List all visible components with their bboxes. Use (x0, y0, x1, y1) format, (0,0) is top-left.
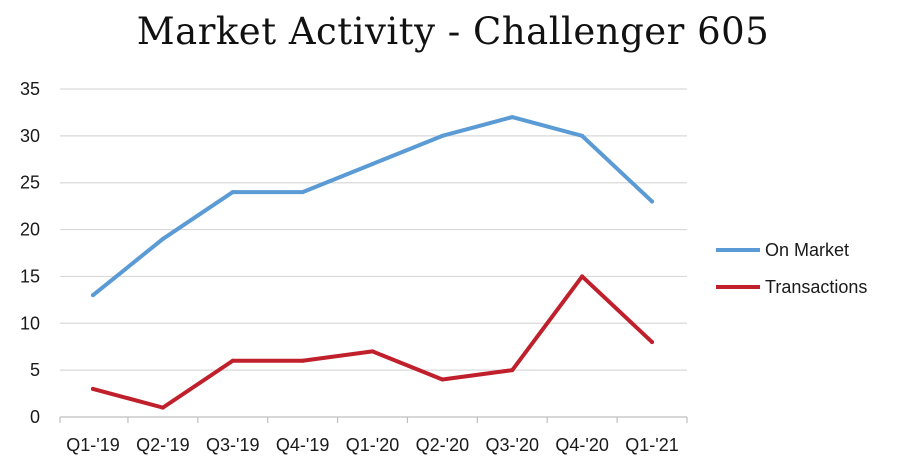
y-tick-label: 20 (20, 220, 40, 240)
data-point (650, 199, 654, 204)
x-tick-label: Q4-'19 (276, 435, 329, 455)
data-point (370, 161, 375, 166)
chart-title: Market Activity - Challenger 605 (136, 10, 770, 53)
series-transactions (91, 274, 654, 410)
data-point (91, 386, 95, 391)
y-tick-label: 30 (20, 126, 40, 146)
gridlines (60, 88, 687, 418)
data-point (230, 358, 235, 363)
y-tick-label: 5 (30, 360, 40, 380)
data-point (160, 405, 165, 410)
data-point (580, 133, 585, 138)
series-lines (91, 115, 654, 410)
x-tick-label: Q3-'20 (486, 435, 539, 455)
x-tick-label: Q1-'19 (66, 435, 119, 455)
x-tick-label: Q1-'21 (625, 435, 678, 455)
x-tick-label: Q3-'19 (206, 435, 259, 455)
series-line (91, 274, 654, 410)
x-tick-label: Q1-'20 (346, 435, 399, 455)
data-point (300, 358, 305, 363)
legend-label: Transactions (765, 277, 867, 297)
legend: On Market Transactions (716, 240, 867, 297)
y-tick-label: 35 (20, 79, 40, 99)
data-point (300, 190, 305, 195)
y-tick-label: 0 (30, 407, 40, 427)
data-point (510, 115, 515, 120)
data-point (160, 236, 165, 241)
data-point (580, 274, 585, 279)
series-on-market (91, 115, 654, 298)
legend-label: On Market (765, 240, 849, 260)
x-tick-label: Q2-'19 (136, 435, 189, 455)
series-line (91, 115, 654, 298)
y-tick-label: 10 (20, 313, 40, 333)
x-tick-label: Q2-'20 (416, 435, 469, 455)
y-tick-label: 25 (20, 173, 40, 193)
x-tick-label: Q4-'20 (555, 435, 608, 455)
axes: 0 5 10 15 20 25 30 35 Q1-'19 Q2-'19 Q3-'19 Q4-'19 Q1… (20, 79, 688, 455)
data-point (440, 377, 445, 382)
data-point (91, 293, 95, 298)
data-point (510, 368, 515, 373)
data-point (230, 190, 235, 195)
data-point (440, 133, 445, 138)
y-tick-label: 15 (20, 266, 40, 286)
data-point (370, 349, 375, 354)
data-point (650, 340, 654, 345)
